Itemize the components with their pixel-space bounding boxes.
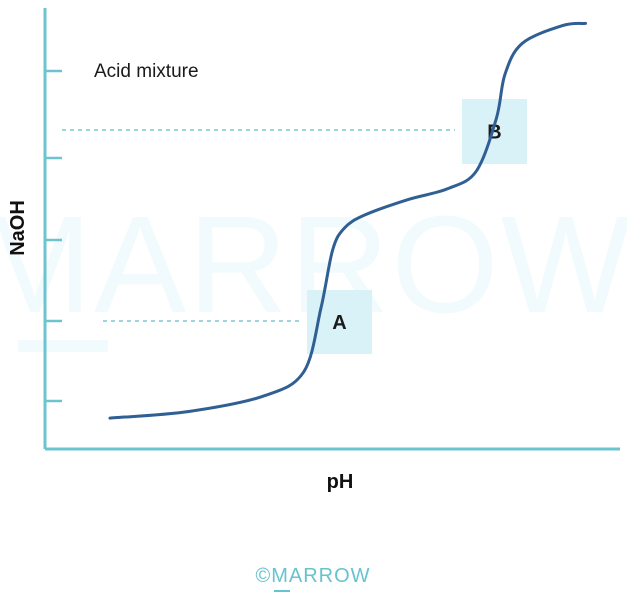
marker-box-b <box>462 99 527 164</box>
axes <box>43 8 620 451</box>
y-ticks <box>45 69 62 403</box>
x-axis-label: pH <box>327 471 354 493</box>
y-axis-label: NaOH <box>7 200 29 256</box>
watermark-underline <box>18 340 108 352</box>
guide-lines <box>62 129 455 322</box>
footer-logo: ©MARROW <box>255 565 370 592</box>
marker-label-a: A <box>332 312 346 334</box>
footer-text: ©MARROW <box>255 565 370 587</box>
annotation-acid-mixture: Acid mixture <box>94 61 199 82</box>
titration-curve <box>108 21 587 420</box>
